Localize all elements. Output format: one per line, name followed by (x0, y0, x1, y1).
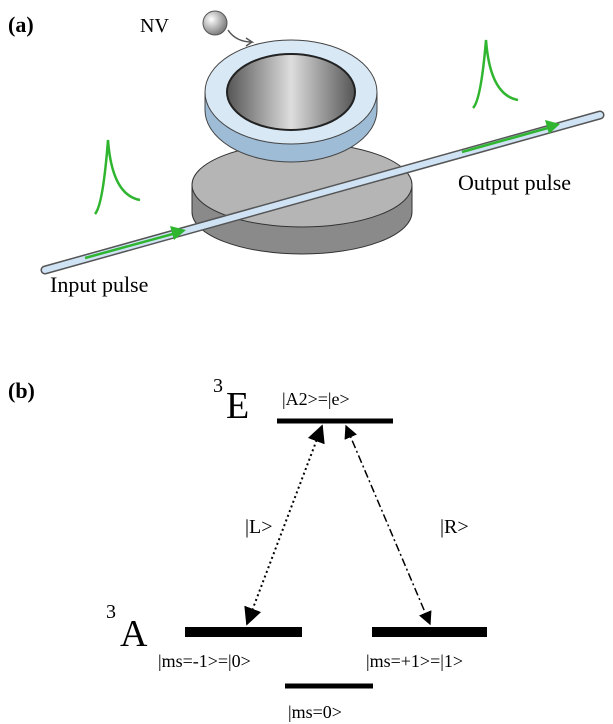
transition-label: |L> (245, 516, 273, 538)
figure: (a) NV Input pulse Output pulse (b) 3 E … (0, 0, 613, 724)
output-label: Output pulse (458, 170, 571, 195)
ring-hole (227, 54, 355, 130)
panel-a: (a) NV Input pulse Output pulse (8, 11, 600, 297)
ground-state: |ms=0> (288, 702, 342, 722)
excited-state: |A2>=|e> (282, 389, 350, 409)
panel-label: (a) (8, 12, 34, 37)
ground-state: |ms=-1>=|0> (158, 651, 251, 671)
nv-center (203, 11, 227, 35)
output-pulse-shape (473, 40, 518, 108)
excited-symbol: E (226, 385, 249, 427)
pointer (228, 30, 252, 46)
panel-label: (b) (8, 378, 35, 403)
panel-b: (b) 3 E |A2>=|e> 3 A |ms=-1>=|0> |ms=+1>… (8, 375, 487, 722)
input-pulse-shape (95, 140, 140, 214)
input-label: Input pulse (50, 272, 148, 297)
ground-state: |ms=+1>=|1> (366, 651, 463, 671)
transition-label: |R> (440, 516, 469, 538)
transition (346, 426, 430, 624)
ground-symbol: A (120, 613, 148, 655)
multiplicity: 3 (213, 375, 223, 397)
multiplicity: 3 (106, 601, 116, 623)
nv-label: NV (140, 15, 169, 37)
